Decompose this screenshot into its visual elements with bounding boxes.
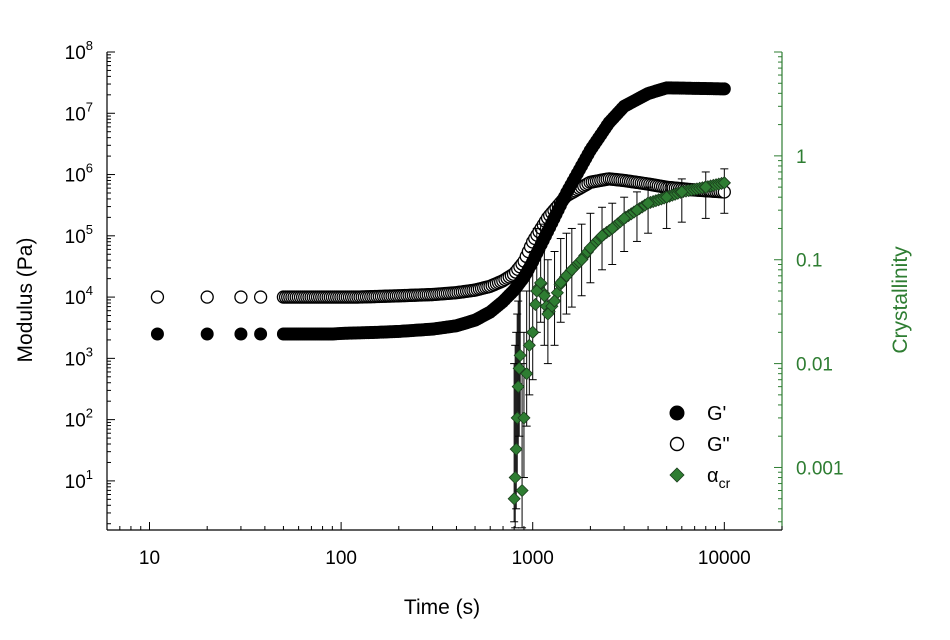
alpha-cr-point [508,470,522,485]
g-double-prime-point [234,290,248,304]
g-prime-point [234,327,248,341]
alpha-cr-point [630,203,644,217]
alpha-cr-point [511,380,525,394]
x-axis-title: Time (s) [404,596,480,619]
legend-label-g-double-prime: G" [707,434,730,456]
alpha-cr-point [605,221,619,236]
axis-titles: Time (s) Modulus (Pa) Crystallinity [14,238,912,619]
g-double-prime-point [200,290,214,304]
y-tick-label: 107 [65,99,93,125]
alpha-cr-point [512,361,526,375]
legend-marker-g-double-prime [669,436,685,452]
alpha-cr-point [517,411,531,425]
alpha-cr-point [507,492,521,506]
alpha-cr-point [617,211,631,225]
y-axis-title: Modulus (Pa) [14,238,37,363]
y-tick-label: 106 [65,161,93,187]
alpha-cr-point [565,263,579,277]
alpha-cr-point [547,294,562,308]
legend-marker-g-prime [669,405,685,421]
legend-marker-alpha-cr [669,467,685,483]
alpha-cr-point [513,348,527,362]
legend-label-alpha-cr: αcr [707,465,731,491]
alpha-cr-point [554,276,568,290]
alpha-cr-point [595,229,609,243]
y2-tick-label: 0.1 [796,251,822,272]
data-layer [150,81,731,529]
g-prime-point [200,327,214,341]
y2-tick-label: 1 [796,147,807,168]
alpha-cr-point [641,196,655,210]
x-tick-label: 10000 [698,548,751,569]
series-g-prime [150,81,731,341]
y2-tick-label: 0.001 [796,458,844,479]
alpha-cr-point [699,180,713,194]
alpha-cr-point [537,289,551,303]
alpha-cr-point [717,176,731,190]
y-tick-label: 104 [65,283,93,309]
axes: 10 100 1000 10000 101 102 103 104 105 106 107 108 0.… [65,38,844,569]
y-tick-label: 101 [65,467,93,493]
x-tick-label: 1000 [512,548,554,569]
y-tick-label: 103 [65,344,93,370]
y2-tick-label: 0.01 [796,355,833,376]
alpha-cr-point [509,442,523,456]
g-prime-point [717,82,731,96]
g-double-prime-point [253,290,268,304]
y-tick-label: 108 [65,38,93,64]
alpha-cr-point [515,483,529,498]
alpha-cr-point [528,297,543,312]
alpha-cr-point [520,367,534,381]
x-tick-label: 10 [139,548,160,569]
alpha-cr-point [541,307,555,321]
g-prime-point [150,327,164,341]
alpha-cr-point [575,253,589,267]
alpha-cr-point [660,190,674,204]
alpha-cr-point [534,276,548,290]
legend: G' G" αcr [669,403,731,491]
legend-label-g-prime: G' [707,403,726,425]
alpha-cr-point [675,185,689,199]
series-alpha-cr [507,168,731,529]
alpha-cr-point [522,338,536,352]
g-prime-point [254,327,268,341]
x-tick-label: 100 [325,548,357,569]
y-tick-label: 105 [65,222,93,248]
series-g-double-prime [150,172,731,304]
g-double-prime-point [150,290,165,304]
y-tick-label: 102 [65,406,93,432]
alpha-cr-point [583,241,597,255]
alpha-cr-point [526,325,540,339]
y2-axis-title: Crystallinity [889,246,912,354]
